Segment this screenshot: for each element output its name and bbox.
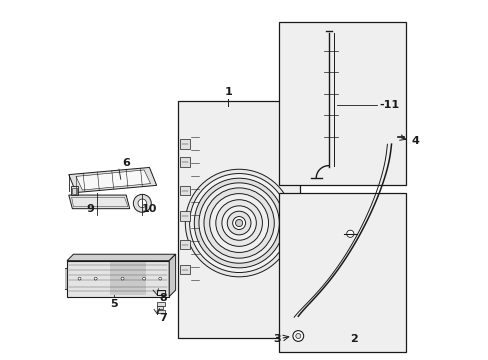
Circle shape	[295, 333, 300, 338]
Circle shape	[133, 194, 151, 212]
Circle shape	[390, 135, 395, 139]
Polygon shape	[69, 167, 156, 193]
Circle shape	[292, 330, 303, 341]
Text: 10: 10	[142, 204, 157, 214]
Bar	[156, 306, 163, 310]
Bar	[180, 240, 190, 249]
Circle shape	[232, 217, 245, 229]
Text: -11: -11	[378, 100, 398, 110]
Text: 8: 8	[159, 293, 166, 303]
Bar	[110, 262, 145, 295]
Circle shape	[222, 206, 256, 240]
Circle shape	[189, 174, 288, 273]
Text: 6: 6	[122, 158, 130, 168]
Bar	[180, 211, 190, 221]
Circle shape	[209, 194, 268, 252]
Circle shape	[121, 277, 124, 280]
Bar	[180, 139, 190, 149]
Circle shape	[199, 183, 279, 263]
Circle shape	[138, 199, 146, 208]
Text: 4: 4	[410, 136, 418, 145]
Polygon shape	[59, 268, 67, 289]
Polygon shape	[69, 195, 129, 209]
Circle shape	[194, 178, 284, 268]
Bar	[156, 302, 164, 306]
Polygon shape	[72, 197, 128, 207]
Bar	[180, 265, 190, 274]
Bar	[278, 22, 405, 185]
Circle shape	[203, 188, 274, 258]
Circle shape	[78, 277, 81, 280]
Polygon shape	[169, 254, 175, 297]
Circle shape	[215, 200, 262, 246]
Text: 3: 3	[273, 333, 281, 343]
Bar	[180, 157, 190, 167]
Text: 1: 1	[224, 87, 232, 97]
Bar	[156, 290, 164, 296]
Circle shape	[346, 230, 353, 237]
Text: 5: 5	[110, 299, 117, 309]
Bar	[72, 188, 77, 194]
Bar	[156, 310, 164, 314]
Circle shape	[185, 169, 292, 277]
Polygon shape	[76, 170, 150, 190]
Bar	[70, 186, 78, 195]
Polygon shape	[67, 254, 175, 261]
Circle shape	[159, 277, 162, 280]
Bar	[178, 101, 300, 338]
Text: 7: 7	[159, 313, 166, 323]
Circle shape	[142, 277, 145, 280]
Circle shape	[235, 220, 242, 226]
Text: 2: 2	[349, 333, 357, 343]
Bar	[278, 193, 405, 352]
Circle shape	[388, 132, 397, 141]
Text: 9: 9	[86, 204, 94, 214]
Polygon shape	[67, 261, 169, 297]
Bar	[180, 186, 190, 195]
Circle shape	[94, 277, 97, 280]
Circle shape	[227, 211, 250, 235]
